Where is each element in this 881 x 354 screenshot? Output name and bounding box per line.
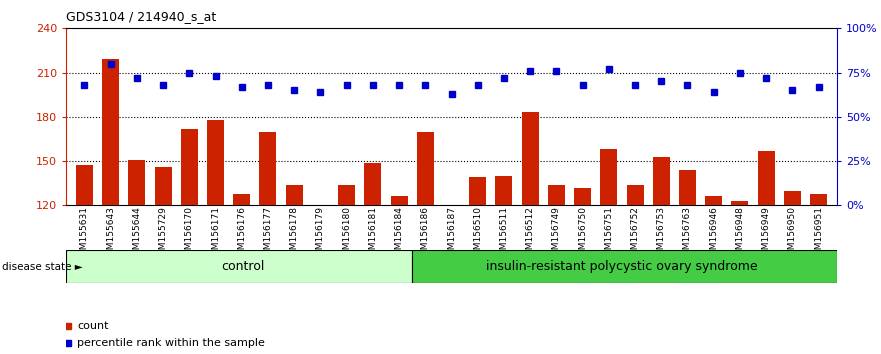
Bar (810, 194, 827, 205)
Bar (731, 201, 749, 205)
Bar (102, 59, 119, 205)
Text: GSM156951: GSM156951 (814, 206, 823, 261)
Text: GSM156950: GSM156950 (788, 206, 797, 261)
Text: GSM156948: GSM156948 (736, 206, 744, 261)
Text: GSM155644: GSM155644 (132, 206, 141, 261)
Text: GSM156949: GSM156949 (762, 206, 771, 261)
Text: GSM155729: GSM155729 (159, 206, 167, 261)
Text: GSM156184: GSM156184 (395, 206, 403, 261)
Text: disease state ►: disease state ► (2, 262, 83, 272)
Text: GSM156763: GSM156763 (683, 206, 692, 261)
Bar (626, 185, 644, 205)
Bar (495, 176, 513, 205)
Text: GSM156749: GSM156749 (552, 206, 561, 261)
Text: GSM156177: GSM156177 (263, 206, 272, 261)
Text: GSM156186: GSM156186 (421, 206, 430, 261)
Bar (338, 185, 355, 205)
Text: GSM156179: GSM156179 (316, 206, 325, 261)
Bar (417, 132, 433, 205)
Bar (705, 196, 722, 205)
Bar (207, 120, 224, 205)
Bar (390, 196, 408, 205)
Text: GSM156178: GSM156178 (290, 206, 299, 261)
Text: GSM155643: GSM155643 (106, 206, 115, 261)
FancyBboxPatch shape (412, 250, 837, 283)
Bar (76, 166, 93, 205)
Text: count: count (78, 321, 108, 331)
Bar (154, 167, 172, 205)
Text: GSM156171: GSM156171 (211, 206, 220, 261)
Bar (653, 156, 670, 205)
Text: GSM156510: GSM156510 (473, 206, 482, 261)
Text: GSM156751: GSM156751 (604, 206, 613, 261)
Bar (784, 190, 801, 205)
Text: GSM156753: GSM156753 (656, 206, 666, 261)
Text: GSM156946: GSM156946 (709, 206, 718, 261)
Text: GSM156512: GSM156512 (526, 206, 535, 261)
Bar (365, 162, 381, 205)
Bar (758, 151, 774, 205)
Bar (181, 129, 198, 205)
Text: insulin-resistant polycystic ovary syndrome: insulin-resistant polycystic ovary syndr… (486, 260, 758, 273)
Text: GSM156750: GSM156750 (578, 206, 587, 261)
Text: GSM156176: GSM156176 (237, 206, 247, 261)
Text: percentile rank within the sample: percentile rank within the sample (78, 338, 265, 348)
Bar (259, 132, 277, 205)
Bar (574, 188, 591, 205)
Bar (470, 177, 486, 205)
Bar (600, 149, 618, 205)
Text: GSM156187: GSM156187 (447, 206, 456, 261)
Text: GDS3104 / 214940_s_at: GDS3104 / 214940_s_at (66, 10, 217, 23)
Text: GSM155631: GSM155631 (80, 206, 89, 261)
Bar (522, 113, 538, 205)
Text: GSM156170: GSM156170 (185, 206, 194, 261)
Bar (548, 185, 565, 205)
FancyBboxPatch shape (66, 250, 412, 283)
Text: GSM156180: GSM156180 (342, 206, 352, 261)
Text: GSM156752: GSM156752 (631, 206, 640, 261)
Text: GSM156511: GSM156511 (500, 206, 508, 261)
Bar (233, 194, 250, 205)
Text: control: control (221, 260, 265, 273)
Bar (129, 160, 145, 205)
Text: GSM156181: GSM156181 (368, 206, 377, 261)
Bar (285, 185, 303, 205)
Bar (679, 170, 696, 205)
